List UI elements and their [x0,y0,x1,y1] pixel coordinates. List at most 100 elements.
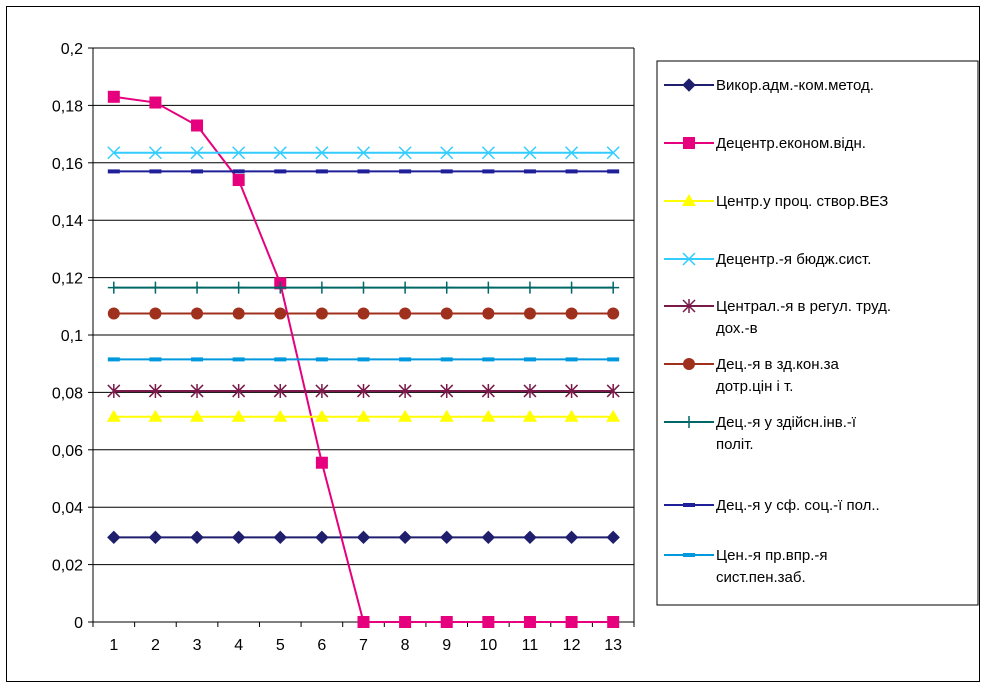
data-point [315,530,329,545]
y-tick-label: 0,18 [52,98,83,115]
data-point [107,530,121,545]
data-point [232,169,245,174]
x-tick-label: 3 [193,637,202,654]
data-point [232,357,245,362]
data-point [523,281,536,294]
x-tick-label: 10 [479,637,497,654]
data-point [357,307,370,320]
y-tick-label: 0,1 [61,328,83,345]
data-point [399,307,412,320]
data-point [232,383,246,398]
data-point [565,146,579,160]
data-point [274,281,287,294]
data-point [482,307,495,320]
data-point [399,281,412,294]
data-point [191,281,204,294]
y-tick-label: 0,04 [52,500,83,517]
data-point [107,146,121,160]
data-point [191,307,204,320]
legend-label: дотр.цін і т. [716,378,793,395]
legend-swatch-marker [683,137,695,149]
data-point [482,281,495,294]
data-point [440,383,454,398]
data-point [606,409,621,422]
data-point [564,530,579,545]
legend-swatch-marker [682,78,696,92]
data-point [356,530,371,545]
data-point [231,409,246,422]
data-point [149,357,162,362]
data-point [107,281,120,294]
data-point [440,307,453,320]
x-tick-label: 2 [151,637,160,654]
data-point [399,616,412,628]
data-point [481,146,495,160]
data-point [274,307,287,320]
data-point [190,146,204,160]
data-point [107,307,120,320]
data-point [607,169,620,174]
data-point [357,169,370,174]
legend-label: Децентр.-я бюдж.сист. [716,251,871,268]
y-tick-label: 0,16 [52,156,83,173]
y-tick-label: 0,14 [52,213,83,230]
data-point [107,169,120,174]
data-point [315,307,328,320]
data-point [607,281,620,294]
data-point [315,146,329,160]
y-tick-label: 0,08 [52,385,83,402]
data-point [565,616,578,628]
data-point [523,383,537,398]
legend-swatch-marker [682,299,696,313]
data-point [440,530,454,545]
y-tick-label: 0,02 [52,558,83,575]
data-point [481,530,496,545]
data-point [315,357,328,362]
data-point [191,119,204,132]
data-point [607,357,620,362]
data-point [273,409,288,422]
data-point [273,530,287,545]
data-point [315,281,328,294]
legend-label: Викор.адм.-ком.метод. [716,77,874,94]
data-point [190,409,205,422]
legend-label: Дец.-я у сф. соц.-ї пол.. [716,497,880,514]
data-point [606,530,620,545]
data-point [481,383,495,398]
data-point [106,409,121,422]
data-point [273,383,287,398]
data-point [606,146,620,160]
legend-label: Централ.-я в регул. труд. [716,298,891,315]
legend-label: Дец.-я у здійсн.інв.-ї [716,414,857,431]
x-tick-label: 1 [109,637,118,654]
data-point [607,616,620,628]
data-point [357,616,370,628]
data-point [399,357,412,362]
data-point [523,169,536,174]
data-point [440,281,453,294]
legend-label: дох.-в [716,320,758,337]
x-tick-label: 13 [604,637,622,654]
data-point [565,307,578,320]
x-tick-label: 5 [276,637,285,654]
data-point [564,409,579,422]
data-point [232,281,245,294]
data-point [190,530,204,545]
data-point [273,146,287,160]
legend-label: Децентр.економ.відн. [716,135,866,152]
data-point [149,281,162,294]
data-point [232,307,245,320]
x-tick-label: 4 [234,637,243,654]
data-point [523,146,537,160]
data-point [315,383,329,398]
data-point [274,357,287,362]
legend-swatch-marker [683,553,695,557]
data-point [148,146,162,160]
data-point [398,146,412,160]
data-point [190,383,204,398]
legend-swatch-marker [683,358,695,370]
data-point [440,169,453,174]
x-tick-label: 12 [563,637,581,654]
legend-swatch-marker [683,416,695,428]
